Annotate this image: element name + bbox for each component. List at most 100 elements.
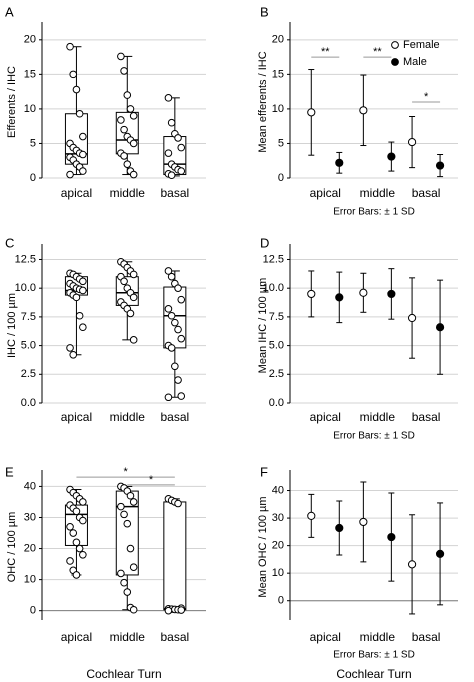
data-point bbox=[177, 167, 186, 175]
y-tick-label: 7.5 bbox=[269, 311, 284, 323]
mean-marker bbox=[387, 152, 396, 161]
data-point bbox=[174, 499, 182, 508]
x-tick-label-apical: apical bbox=[310, 630, 341, 644]
data-point bbox=[174, 134, 182, 142]
data-point bbox=[177, 606, 186, 614]
mean-marker bbox=[435, 323, 445, 332]
data-point bbox=[66, 557, 74, 565]
legend-label-male: Male bbox=[403, 56, 427, 68]
y-tick-label: 0 bbox=[30, 605, 36, 617]
y-tick-label: 2.5 bbox=[21, 368, 36, 380]
y-tick-label: 10 bbox=[272, 103, 284, 115]
x-tick-label-middle: middle bbox=[360, 186, 396, 200]
data-point bbox=[123, 160, 132, 168]
x-tick-label-middle: middle bbox=[110, 630, 146, 644]
data-point bbox=[79, 167, 87, 175]
significance-star: * bbox=[424, 91, 429, 103]
mean-marker bbox=[359, 288, 368, 297]
data-point bbox=[126, 105, 135, 113]
data-point bbox=[69, 529, 78, 537]
data-point bbox=[177, 392, 186, 400]
y-tick-label: 0 bbox=[30, 172, 36, 184]
y-tick-label: 0.0 bbox=[21, 397, 36, 409]
data-point bbox=[66, 170, 74, 179]
data-point bbox=[117, 569, 125, 578]
data-point bbox=[126, 544, 135, 553]
data-point bbox=[129, 336, 138, 344]
points-apical bbox=[66, 42, 87, 179]
data-point bbox=[167, 311, 176, 320]
data-point bbox=[164, 606, 173, 615]
significance-star: * bbox=[123, 466, 128, 478]
x-tick-label-basal: basal bbox=[160, 410, 189, 424]
data-point bbox=[129, 170, 138, 179]
data-point bbox=[167, 118, 176, 127]
mean-marker bbox=[407, 137, 417, 147]
data-point bbox=[79, 286, 87, 295]
points-middle bbox=[117, 52, 138, 179]
y-axis-label: Mean OHC / 100 µm bbox=[257, 496, 269, 597]
data-point bbox=[164, 393, 173, 402]
y-tick-label: 12.5 bbox=[15, 253, 36, 265]
y-tick-label: 0 bbox=[278, 172, 284, 184]
data-point bbox=[79, 277, 87, 286]
panel-c: C 0.0 2.5 5.0 7.5 10.0 12.5 IHC / 100 µm apical m… bbox=[5, 235, 206, 424]
data-point bbox=[66, 344, 74, 352]
x-tick-label-middle: middle bbox=[360, 410, 396, 424]
x-tick-label-apical: apical bbox=[61, 186, 92, 200]
y-tick-label: 40 bbox=[272, 484, 284, 496]
legend-label-female: Female bbox=[403, 39, 440, 51]
error-bars-note: Error Bars: ± 1 SD bbox=[333, 207, 415, 218]
y-axis-label: IHC / 100 µm bbox=[6, 293, 18, 358]
points-basal bbox=[164, 495, 186, 615]
x-axis-title: Cochlear Turn bbox=[86, 667, 161, 681]
data-point bbox=[123, 91, 132, 99]
error-bars-note: Error Bars: ± 1 SD bbox=[333, 431, 415, 442]
data-point bbox=[129, 498, 138, 506]
data-point bbox=[69, 350, 78, 359]
x-tick-label-middle: middle bbox=[110, 410, 146, 424]
box-iqr bbox=[163, 501, 187, 611]
x-tick-label-basal: basal bbox=[412, 410, 441, 424]
y-axis-label: Mean efferents / IHC bbox=[257, 51, 269, 152]
data-point bbox=[164, 305, 173, 313]
data-point bbox=[117, 116, 125, 124]
y-axis-label: Efferents / IHC bbox=[6, 66, 18, 138]
error-bars-note: Error Bars: ± 1 SD bbox=[333, 650, 415, 661]
data-point bbox=[79, 323, 87, 332]
mean-marker bbox=[359, 106, 368, 115]
y-tick-label: 0 bbox=[278, 595, 284, 607]
points-apical bbox=[66, 485, 87, 579]
points-middle bbox=[117, 257, 138, 344]
x-tick-label-apical: apical bbox=[61, 410, 92, 424]
series-female bbox=[307, 69, 417, 169]
panel-letter: D bbox=[260, 235, 269, 250]
data-point bbox=[129, 293, 138, 302]
data-point bbox=[79, 498, 87, 506]
y-tick-label: 7.5 bbox=[21, 311, 36, 323]
data-point bbox=[177, 295, 186, 304]
significance-star: ** bbox=[321, 46, 330, 58]
data-point bbox=[117, 502, 125, 511]
y-tick-label: 30 bbox=[272, 512, 284, 524]
y-tick-label: 20 bbox=[24, 34, 36, 46]
data-point bbox=[129, 270, 138, 279]
y-tick-label: 15 bbox=[272, 68, 284, 80]
data-point bbox=[164, 267, 173, 275]
y-tick-label: 10 bbox=[24, 574, 36, 586]
legend-marker-female bbox=[391, 41, 399, 49]
y-tick-label: 5 bbox=[278, 137, 284, 149]
panel-letter: A bbox=[5, 4, 14, 19]
data-point bbox=[167, 344, 176, 352]
y-tick-label: 5.0 bbox=[21, 339, 36, 351]
data-point bbox=[174, 325, 182, 334]
panel-letter: C bbox=[5, 235, 14, 250]
data-point bbox=[79, 132, 87, 141]
data-point bbox=[126, 491, 135, 500]
significance-star: ** bbox=[373, 46, 382, 58]
data-point bbox=[120, 152, 128, 160]
data-point bbox=[66, 42, 74, 51]
